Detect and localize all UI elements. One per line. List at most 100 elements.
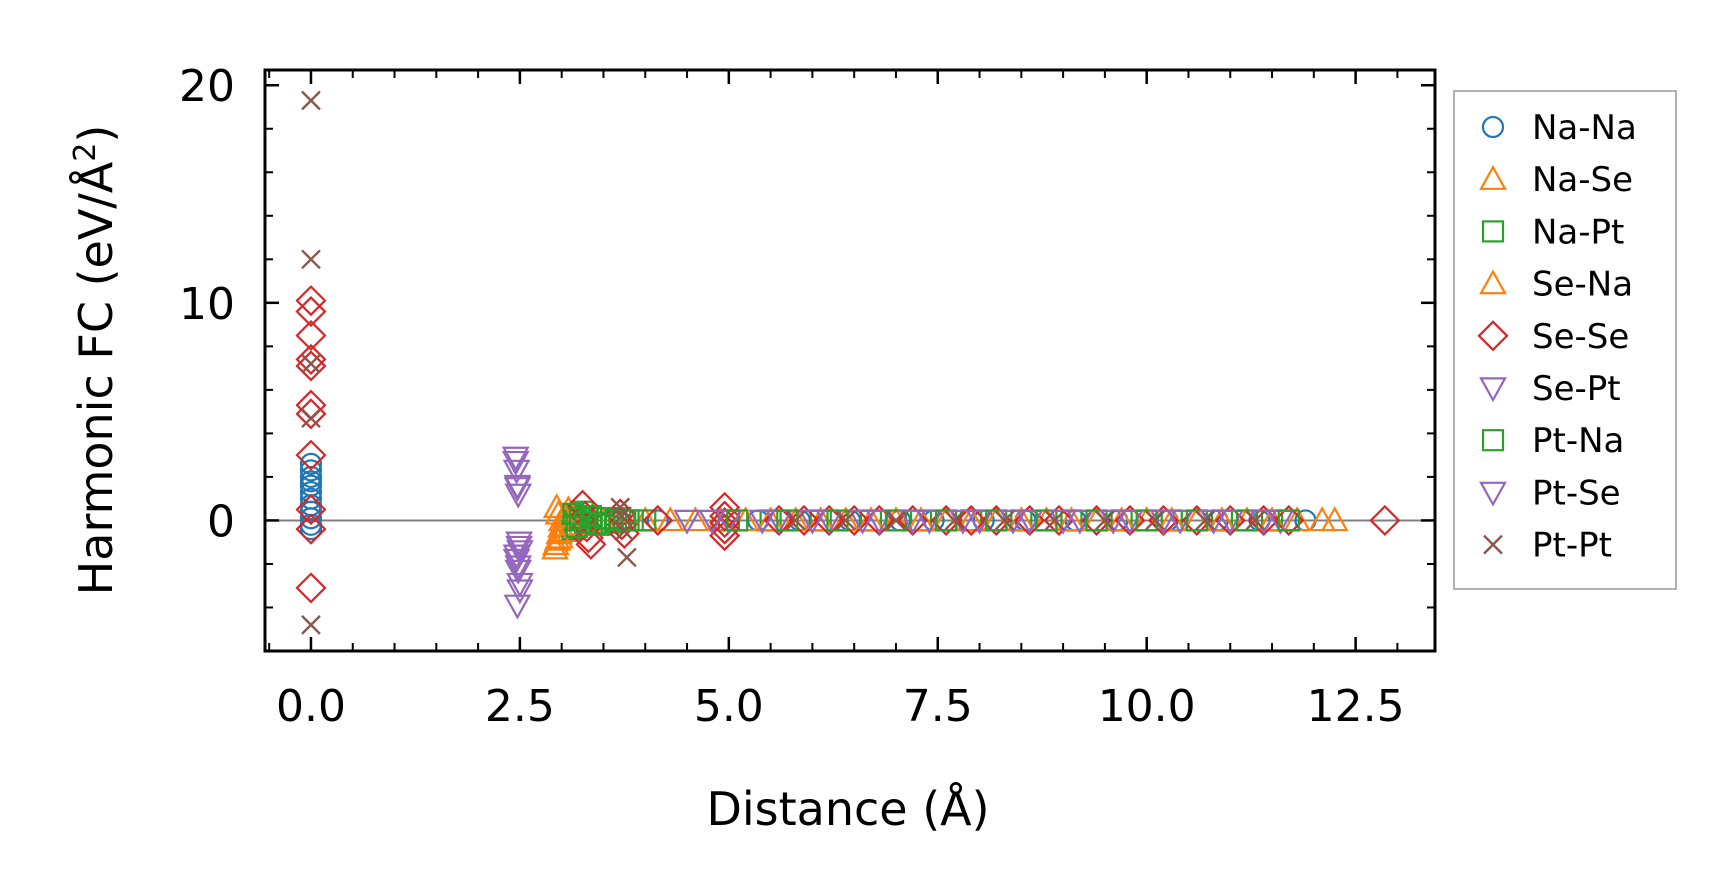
data-point [501,446,530,472]
data-point [1057,506,1086,532]
y-axis-label-close: ) [69,125,123,143]
data-point [1277,509,1300,532]
data-point [617,547,637,568]
data-point [295,513,327,545]
data-point [299,507,323,530]
legend-item: Pt-Pt [1483,526,1612,566]
data-point [301,615,321,635]
data-point [1157,506,1186,532]
data-point [1208,506,1236,532]
legend-label: Na-Pt [1532,212,1624,252]
plot-frame [263,68,1437,653]
data-point [838,504,870,536]
x-tick-label: 10.0 [1098,681,1196,732]
data-point [785,510,806,531]
data-point [504,559,533,585]
legend-item: Na-Pt [1481,212,1624,252]
legend-marker [1479,269,1507,295]
data-point [295,398,327,430]
x-tick-label: 0.0 [276,681,346,732]
data-point [295,319,327,352]
data-point [299,518,323,541]
data-point [944,510,965,531]
data-point [505,535,533,561]
data-point [506,579,534,605]
legend-item: Na-Na [1481,108,1637,148]
legend-label: Se-Se [1532,317,1629,357]
data-point [681,506,710,532]
legend-marker [1479,164,1507,190]
data-point [299,459,323,482]
data-point [295,350,327,382]
data-point [295,494,327,526]
legend-marker [1479,377,1507,403]
legend-marker [1477,320,1509,352]
legend-item: Se-Pt [1479,369,1621,409]
data-point [614,521,635,542]
data-point [709,507,741,539]
data-point [562,502,585,526]
plot-area [265,70,1435,651]
y-tick-label: 10 [179,279,235,330]
data-point [1245,510,1266,531]
legend-label: Na-Se [1532,160,1633,200]
data-point [886,510,906,531]
series-pt-na [562,502,1300,539]
legend-marker [1483,534,1503,555]
data-point [301,249,321,270]
data-point [798,509,827,535]
y-axis-label: Harmonic FC (eV/Å2) [68,125,124,596]
data-point [835,510,856,531]
tick-labels: 0.0 2.5 5.0 7.5 10.0 12.5 0 10 20 [179,61,1405,732]
data-point [295,295,327,328]
data-point [788,504,820,536]
data-point [656,506,685,532]
data-point [955,504,987,536]
x-tick-label: 12.5 [1307,681,1405,732]
data-point [299,500,323,523]
data-point [642,504,674,536]
data-point [295,572,327,604]
data-point [596,507,619,530]
axis-ticks [265,70,1435,652]
legend-label: Se-Pt [1532,369,1621,409]
legend-item: Se-Na [1479,265,1633,305]
data-point [573,511,597,534]
data-point [301,408,321,429]
data-point [1308,506,1337,532]
data-point [504,555,533,581]
data-point [957,506,986,532]
y-axis-label-text: Harmonic FC (eV/Å [69,161,123,595]
x-tick-label: 7.5 [903,681,973,732]
data-point [299,452,323,475]
data-point [299,470,323,493]
legend-item: Na-Se [1479,160,1633,200]
legend-item: Pt-Se [1479,473,1621,513]
data-point [501,450,530,476]
data-point [1044,510,1065,531]
y-axis-label-exponent: 2 [68,143,103,162]
data-point [726,509,749,532]
data-point [1145,510,1165,531]
data-point [295,343,327,375]
y-tick-label: 20 [179,61,235,112]
legend: Na-Na Na-Se Na-Pt Se-Na Se-Se Se-Pt Pt-Na Pt-Se… [1453,90,1677,590]
legend-label: Pt-Se [1532,473,1621,513]
data-point [1369,504,1401,536]
data-point [898,509,927,535]
x-tick-label: 2.5 [485,681,555,732]
data-point [295,439,327,471]
data-point [857,506,885,532]
data-point [673,509,701,535]
legend-label: Pt-Na [1532,421,1624,461]
data-point [748,509,777,535]
data-point [1107,506,1136,532]
data-point [504,483,533,509]
x-tick-label: 5.0 [694,681,764,732]
data-point [1195,510,1216,531]
legend-item: Pt-Na [1481,421,1624,461]
data-marks [295,90,1401,635]
data-point [606,509,638,541]
data-point [301,90,321,111]
